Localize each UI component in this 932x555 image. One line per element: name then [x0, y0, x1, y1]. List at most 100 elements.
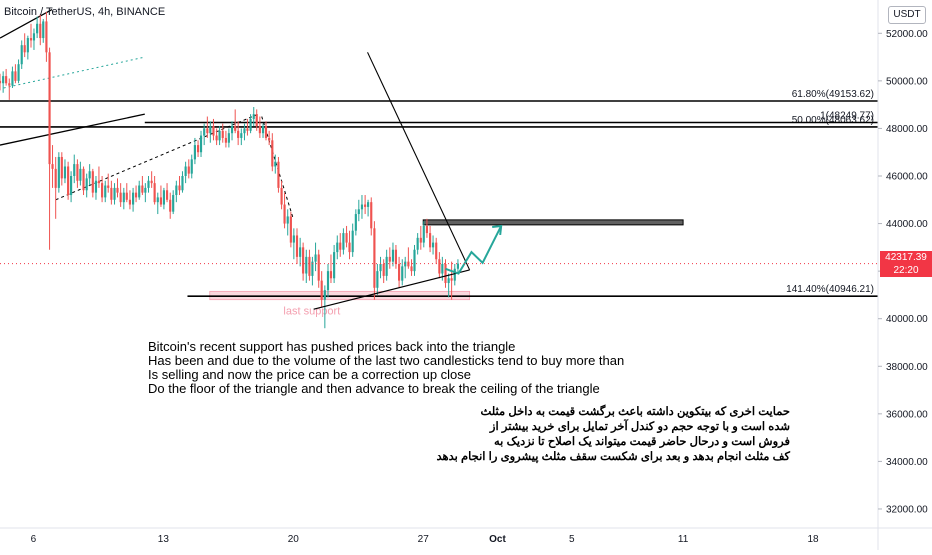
- price-tick-label: 48000.00: [886, 124, 928, 135]
- time-tick-label: 6: [31, 534, 37, 545]
- candle-body: [97, 180, 101, 184]
- annotation-line: فروش است و درحال حاضر قیمت میتواند یک اص…: [494, 436, 790, 448]
- candle-body: [212, 126, 215, 136]
- candle-body: [255, 114, 258, 127]
- candle-body: [339, 242, 342, 250]
- candle-body: [181, 176, 184, 191]
- candle-body: [376, 271, 379, 288]
- candle-body: [190, 159, 193, 174]
- time-tick-label: 5: [569, 534, 575, 545]
- candle-body: [453, 268, 456, 281]
- candle-body: [354, 214, 357, 231]
- candle-body: [394, 249, 398, 264]
- price-tick-label: 52000.00: [886, 29, 928, 40]
- candle-body: [141, 185, 144, 193]
- candle-body: [391, 249, 395, 262]
- candle-body: [165, 190, 169, 200]
- annotation-english: Bitcoin's recent support has pushed pric…: [148, 340, 624, 396]
- candle-body: [435, 242, 438, 260]
- candle-body: [134, 192, 138, 198]
- candle-body: [224, 137, 227, 143]
- annotation-persian: حمایت اخری که بیتکوین داشته باعث برگشت ق…: [436, 405, 791, 465]
- candle-body: [32, 33, 36, 41]
- candle-body: [26, 38, 29, 53]
- candle-body: [329, 271, 333, 279]
- candle-body: [317, 254, 320, 281]
- last-price-value: 42317.39: [885, 252, 927, 263]
- candle-body: [382, 264, 385, 276]
- candle-body: [364, 204, 367, 207]
- candle-body: [48, 52, 51, 165]
- candle-body: [0, 80, 2, 84]
- candle-body: [159, 197, 163, 205]
- annotation-line: Has been and due to the volume of the la…: [148, 353, 625, 368]
- candle-body: [401, 266, 404, 281]
- candle-body: [314, 254, 317, 262]
- candle-body: [249, 118, 252, 131]
- annotation-line: شده است و با توجه حجم دو کندل آخر تمایل …: [489, 421, 790, 433]
- annotation-line: Do the floor of the triangle and then ad…: [148, 381, 600, 396]
- candle-body: [184, 166, 187, 176]
- candle-body: [113, 187, 116, 200]
- candle-body: [8, 83, 11, 86]
- candle-body: [101, 183, 104, 198]
- fib-level-label: 141.40%(40946.21): [786, 284, 874, 295]
- trendline: [0, 113, 145, 146]
- candle-body: [258, 126, 261, 134]
- candle-body: [11, 71, 14, 86]
- candle-body: [264, 126, 268, 138]
- annotation-line: کف مثلث انجام بدهد و بعد برای شکست سقف م…: [436, 451, 791, 463]
- candle-body: [441, 264, 444, 274]
- candle-body: [79, 168, 82, 181]
- candle-body: [237, 130, 240, 138]
- candle-body: [23, 45, 26, 53]
- time-tick-label: 18: [807, 534, 819, 545]
- projection-path: [445, 225, 503, 275]
- candle-body: [147, 180, 150, 188]
- candle-body: [230, 126, 234, 134]
- candle-body: [311, 261, 314, 276]
- candle-body: [422, 225, 425, 243]
- time-tick-label: 20: [288, 534, 300, 545]
- candle-body: [51, 164, 54, 169]
- support-label: last support: [283, 306, 340, 318]
- candle-body: [326, 271, 330, 291]
- candle-body: [122, 192, 125, 203]
- last-price-tag: 42317.39 22:20: [880, 251, 932, 277]
- candle-body: [5, 76, 8, 84]
- candle-body: [153, 183, 156, 203]
- candle-body: [110, 187, 113, 200]
- candle-body: [429, 233, 432, 248]
- candle-body: [196, 145, 200, 153]
- candle-body: [299, 247, 302, 257]
- trendline-dotted: [3, 56, 145, 89]
- candle-body: [178, 185, 181, 191]
- candle-body: [215, 135, 218, 141]
- candle-body: [39, 23, 42, 39]
- candle-body: [91, 171, 94, 193]
- candle-body: [274, 161, 277, 167]
- candle-body: [132, 192, 135, 205]
- candle-body: [138, 185, 141, 198]
- currency-button[interactable]: USDT: [888, 6, 926, 24]
- candle-body: [367, 202, 370, 207]
- annotation-line: حمایت اخری که بیتکوین داشته باعث برگشت ق…: [480, 406, 790, 418]
- annotation-line: Is selling and now the price can be a co…: [148, 367, 472, 382]
- candle-body: [54, 168, 57, 188]
- chart-title: Bitcoin / TetherUS, 4h, BINANCE: [4, 6, 166, 18]
- candle-body: [305, 256, 308, 274]
- annotation-line: Bitcoin's recent support has pushed pric…: [148, 339, 516, 354]
- price-tick-label: 34000.00: [886, 457, 928, 468]
- candle-body: [456, 263, 460, 269]
- candle-body: [246, 128, 249, 131]
- candle-body: [373, 228, 376, 288]
- candle-body: [431, 242, 435, 248]
- candle-body: [379, 264, 382, 272]
- time-tick-label: Oct: [489, 534, 506, 545]
- candle-body: [447, 278, 450, 284]
- candle-body: [336, 242, 339, 253]
- candle-body: [385, 256, 388, 276]
- candle-body: [116, 187, 119, 193]
